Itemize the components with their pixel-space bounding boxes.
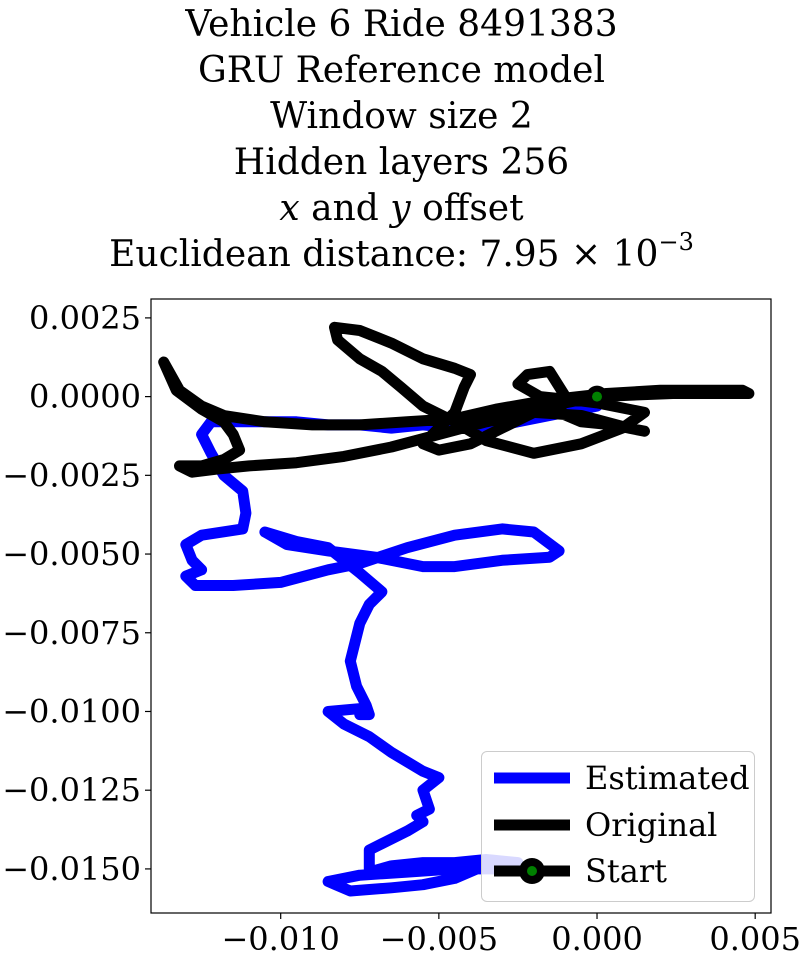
title-var-y: y	[390, 188, 411, 229]
x-axis: −0.010 −0.005 0.000 0.005	[221, 913, 801, 958]
start-marker-inner	[592, 391, 603, 402]
x-tick-label: −0.010	[221, 920, 339, 958]
title-line-2: GRU Reference model	[198, 50, 605, 91]
legend: Estimated Original Start	[481, 751, 755, 902]
title-line-1: Vehicle 6 Ride 8491383	[185, 4, 618, 45]
title-and: and	[299, 188, 391, 229]
y-tick-label: 0.0025	[29, 299, 141, 337]
title-line-3: Window size 2	[270, 96, 533, 137]
title-exponent: −3	[658, 228, 694, 256]
y-tick-label: −0.0125	[2, 771, 141, 809]
title-line-6: Euclidean distance: 7.95 × 10−3	[0, 230, 803, 278]
series-original-line	[158, 321, 755, 478]
start-marker-swatch	[494, 858, 570, 884]
legend-label-original: Original	[585, 806, 718, 844]
x-tick-label: 0.000	[551, 920, 643, 958]
y-axis: 0.0025 0.0000 −0.0025 −0.0050 −0.0075 −0.0100…	[2, 299, 151, 888]
legend-label-estimated: Estimated	[585, 759, 750, 797]
series-layer	[158, 321, 755, 897]
estimated-line-swatch	[494, 772, 570, 784]
chart-title: Vehicle 6 Ride 8491383 GRU Reference mod…	[0, 0, 803, 278]
y-tick-label: 0.0000	[29, 378, 141, 416]
legend-item-estimated: Estimated	[482, 758, 754, 798]
title-var-x: x	[279, 188, 300, 229]
title-distance: Euclidean distance: 7.95 × 10	[109, 234, 659, 275]
legend-label-start: Start	[585, 852, 668, 890]
title-line-5: x and y offset	[0, 186, 803, 232]
x-tick-label: 0.005	[709, 920, 801, 958]
y-tick-label: −0.0100	[2, 692, 141, 730]
marker-layer	[586, 385, 609, 408]
y-tick-label: −0.0150	[2, 850, 141, 888]
y-tick-label: −0.0025	[2, 456, 141, 494]
x-tick-label: −0.005	[380, 920, 498, 958]
title-offset: offset	[410, 188, 524, 229]
y-tick-label: −0.0075	[2, 614, 141, 652]
title-line-4: Hidden layers 256	[233, 142, 570, 183]
axes-frame	[150, 298, 772, 914]
original-line-swatch	[494, 819, 570, 831]
y-tick-label: −0.0050	[2, 535, 141, 573]
legend-item-start: Start	[482, 851, 754, 891]
legend-item-original: Original	[482, 805, 754, 845]
